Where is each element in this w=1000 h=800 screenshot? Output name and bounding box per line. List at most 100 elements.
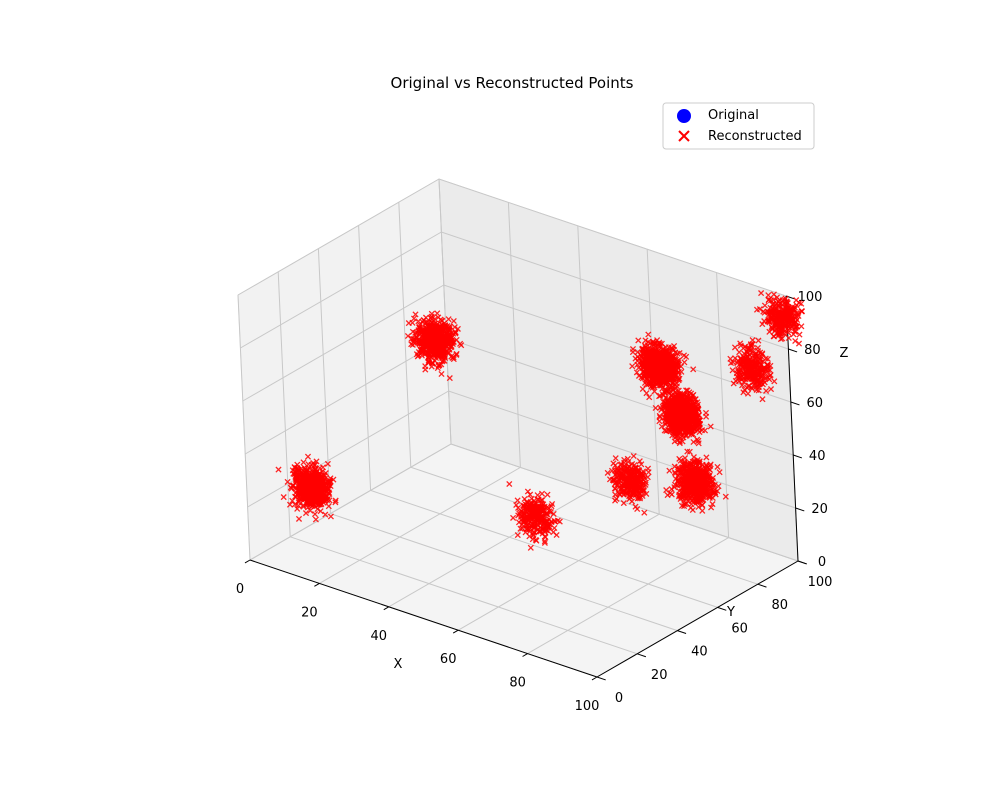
reconstructed-point — [617, 491, 624, 498]
x-tick-mark — [591, 676, 598, 681]
legend-original-marker — [677, 109, 691, 123]
x-tick-label: 20 — [301, 605, 318, 620]
reconstructed-point — [441, 334, 448, 341]
reconstructed-point — [457, 340, 464, 347]
reconstructed-point — [546, 521, 553, 528]
z-tick-label: 20 — [811, 502, 828, 517]
reconstructed-point — [551, 524, 558, 532]
reconstructed-point — [617, 486, 624, 493]
reconstructed-point — [313, 476, 320, 483]
reconstructed-point — [544, 491, 551, 498]
x-axis-line — [249, 559, 598, 678]
y-tick-label: 0 — [615, 691, 623, 706]
reconstructed-point — [317, 508, 324, 515]
x-tick-mark — [452, 629, 459, 634]
reconstructed-point — [522, 501, 529, 508]
reconstructed-point — [632, 464, 639, 471]
reconstructed-point — [423, 324, 430, 331]
reconstructed-point — [612, 471, 619, 478]
x-tick-mark — [314, 582, 320, 587]
reconstructed-point — [304, 453, 312, 460]
reconstructed-point — [444, 328, 451, 335]
reconstructed-point — [317, 501, 324, 508]
x-tick-label: 0 — [236, 582, 244, 597]
z-tick-label: 80 — [804, 343, 821, 358]
reconstructed-point — [632, 482, 639, 490]
reconstructed-point — [445, 316, 452, 323]
y-gridline — [398, 202, 758, 585]
y-axis-line — [596, 560, 799, 678]
reconstructed-point — [528, 495, 535, 502]
y-tick-label: 20 — [651, 668, 668, 683]
reconstructed-point — [532, 514, 539, 521]
reconstructed-point — [413, 334, 420, 341]
legend-original-label: Original — [708, 108, 759, 123]
data-marks — [275, 290, 805, 551]
y-tick-mark — [637, 653, 647, 658]
reconstructed-point — [540, 522, 547, 529]
reconstructed-point — [637, 471, 644, 478]
reconstructed-point — [615, 467, 622, 474]
reconstructed-point — [536, 505, 543, 512]
reconstructed-point — [295, 499, 302, 506]
reconstructed-point — [609, 476, 616, 484]
reconstructed-point — [439, 354, 446, 362]
reconstructed-point — [422, 366, 429, 373]
reconstructed-point — [442, 348, 449, 355]
z-tick-label: 0 — [818, 555, 826, 570]
x-tick-label: 60 — [440, 652, 457, 667]
reconstructed-point — [292, 468, 299, 475]
reconstructed-point — [528, 503, 536, 510]
reconstructed-point — [453, 351, 460, 359]
reconstructed-point — [450, 338, 457, 345]
reconstructed-point — [442, 342, 449, 349]
reconstructed-point — [312, 494, 319, 501]
reconstructed-point — [519, 513, 526, 520]
reconstructed-point — [626, 483, 633, 490]
reconstructed-point — [320, 475, 327, 482]
reconstructed-point — [300, 459, 307, 466]
tick-marks — [244, 295, 807, 681]
y-gridline — [358, 225, 718, 608]
reconstructed-point — [294, 505, 301, 512]
z-tick-label: 60 — [807, 396, 824, 411]
reconstructed-point — [690, 366, 697, 373]
reconstructed-point — [298, 483, 305, 491]
reconstructed-point — [514, 532, 521, 539]
reconstructed-point — [612, 455, 619, 462]
reconstructed-point — [626, 472, 633, 479]
y-tick-mark — [596, 676, 606, 681]
reconstructed-point — [427, 335, 434, 342]
reconstructed-point — [531, 525, 538, 532]
reconstructed-point — [544, 521, 551, 528]
reconstructed-cluster — [604, 452, 652, 516]
reconstructed-point — [436, 342, 443, 349]
reconstructed-point — [323, 492, 330, 499]
reconstructed-point — [550, 510, 557, 517]
z-tick-mark — [797, 560, 807, 565]
reconstructed-point — [535, 496, 542, 503]
reconstructed-point — [641, 509, 648, 516]
x-tick-mark — [383, 606, 390, 611]
reconstructed-point — [435, 363, 442, 370]
reconstructed-point — [636, 480, 644, 487]
reconstructed-point — [655, 343, 662, 350]
reconstructed-point — [680, 352, 688, 359]
reconstructed-point — [634, 349, 641, 356]
reconstructed-point — [516, 508, 523, 516]
reconstructed-point — [308, 493, 315, 500]
reconstructed-point — [527, 491, 534, 498]
reconstructed-point — [550, 529, 557, 536]
reconstructed-point — [638, 461, 645, 468]
reconstructed-point — [405, 320, 412, 327]
reconstructed-point — [275, 466, 282, 473]
reconstructed-point — [541, 539, 548, 546]
reconstructed-point — [286, 501, 294, 508]
z-tick-mark — [790, 401, 800, 406]
reconstructed-point — [404, 332, 412, 340]
reconstructed-point — [517, 525, 524, 532]
reconstructed-point — [624, 455, 631, 462]
reconstructed-point — [515, 504, 522, 511]
axis-panes — [237, 178, 799, 678]
